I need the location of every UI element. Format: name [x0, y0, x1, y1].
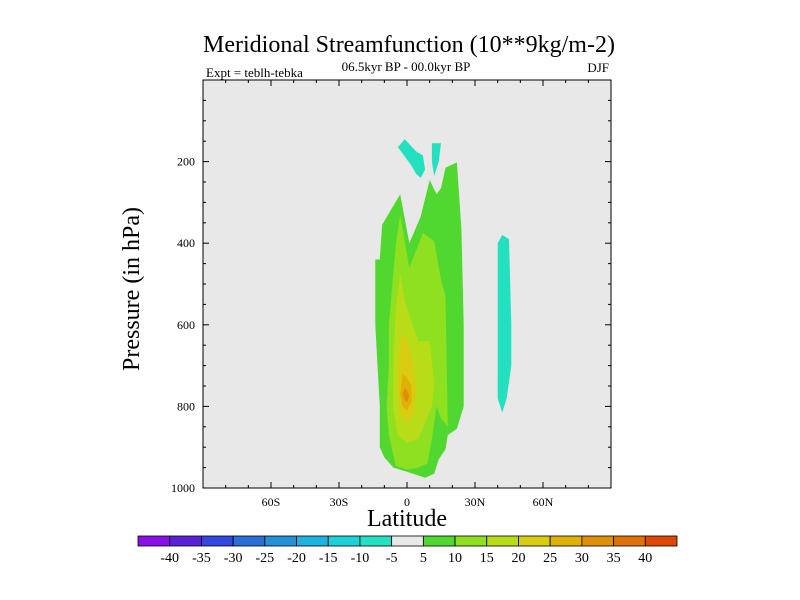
- colorbar-swatch: [359, 535, 393, 547]
- colorbar-label: -35: [192, 551, 211, 566]
- colorbar-swatch: [549, 535, 583, 547]
- y-axis-label: Pressure (in hPa): [119, 207, 145, 371]
- colorbar-swatch: [137, 535, 171, 547]
- colorbar-label: -10: [351, 551, 370, 566]
- colorbar-label: 35: [607, 551, 621, 566]
- contour-region-neg5-8: [497, 235, 512, 413]
- colorbar-label: -5: [386, 551, 398, 566]
- y-tick-label: 600: [177, 318, 195, 332]
- axis-ticks: 60S 30S 0 30N 60N 200 400 600 800 1000: [171, 80, 612, 509]
- y-tick-label: 800: [177, 399, 195, 413]
- x-tick-label: 30S: [330, 495, 349, 509]
- experiment-label: Expt = teblh-tebka: [206, 65, 303, 80]
- y-tick-label: 1000: [171, 481, 195, 495]
- x-axis-label: Latitude: [367, 506, 447, 532]
- colorbar-swatch: [486, 535, 519, 547]
- colorbar-label: -30: [224, 551, 243, 566]
- colorbar-label: 25: [543, 551, 557, 566]
- colorbar-swatch: [518, 535, 551, 547]
- colorbar-swatch: [454, 535, 488, 547]
- x-tick-label: 30N: [465, 495, 486, 509]
- colorbar-swatch: [296, 535, 329, 547]
- colorbar-label: -40: [160, 551, 179, 566]
- x-tick-label: 0: [404, 495, 410, 509]
- colorbar-label: -25: [255, 551, 274, 566]
- colorbar-label: 15: [480, 551, 494, 566]
- contour-region-neg5-7: [431, 143, 441, 176]
- chart-title: Meridional Streamfunction (10**9kg/m-2): [203, 32, 615, 58]
- contour-layer: [375, 139, 512, 478]
- colorbar-swatch: [201, 535, 234, 547]
- colorbar-swatch: [613, 535, 646, 547]
- x-tick-label: 60S: [262, 495, 281, 509]
- colorbar-swatch: [264, 535, 297, 547]
- colorbar-label: 30: [575, 551, 589, 566]
- colorbar-label: -20: [287, 551, 306, 566]
- colorbar-swatch: [422, 535, 456, 547]
- colorbar-label: -15: [319, 551, 338, 566]
- contour-region-neg5-6: [397, 139, 426, 178]
- colorbar-label: 20: [511, 551, 525, 566]
- y-tick-label: 200: [177, 155, 195, 169]
- colorbar-swatch: [581, 535, 614, 547]
- x-tick-label: 60N: [533, 495, 554, 509]
- chart-subtitle: 06.5kyr BP - 00.0kyr BP: [342, 59, 471, 74]
- colorbar-label: 10: [448, 551, 462, 566]
- colorbar-swatch: [644, 535, 678, 547]
- colorbar: -40 -35 -30 -25 -20 -15 -10 -5 5 10 15 20 25 30 35 40: [137, 535, 678, 566]
- colorbar-swatch: [232, 535, 266, 547]
- contour-region-pos30-5: [402, 388, 410, 403]
- y-tick-label: 400: [177, 236, 195, 250]
- colorbar-label: 5: [420, 551, 427, 566]
- season-label: DJF: [587, 60, 609, 75]
- colorbar-swatch: [327, 535, 361, 547]
- colorbar-label: 40: [638, 551, 652, 566]
- colorbar-swatch: [169, 535, 202, 547]
- colorbar-swatch: [391, 535, 424, 547]
